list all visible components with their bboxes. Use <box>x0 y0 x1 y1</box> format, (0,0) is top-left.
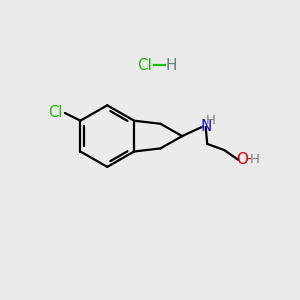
Text: O: O <box>236 152 248 167</box>
Text: Cl: Cl <box>137 58 152 73</box>
Text: N: N <box>200 119 212 134</box>
Text: H: H <box>250 153 260 166</box>
Text: Cl: Cl <box>48 105 62 120</box>
Text: H: H <box>166 58 177 73</box>
Text: H: H <box>206 114 216 127</box>
Text: -: - <box>247 153 251 167</box>
